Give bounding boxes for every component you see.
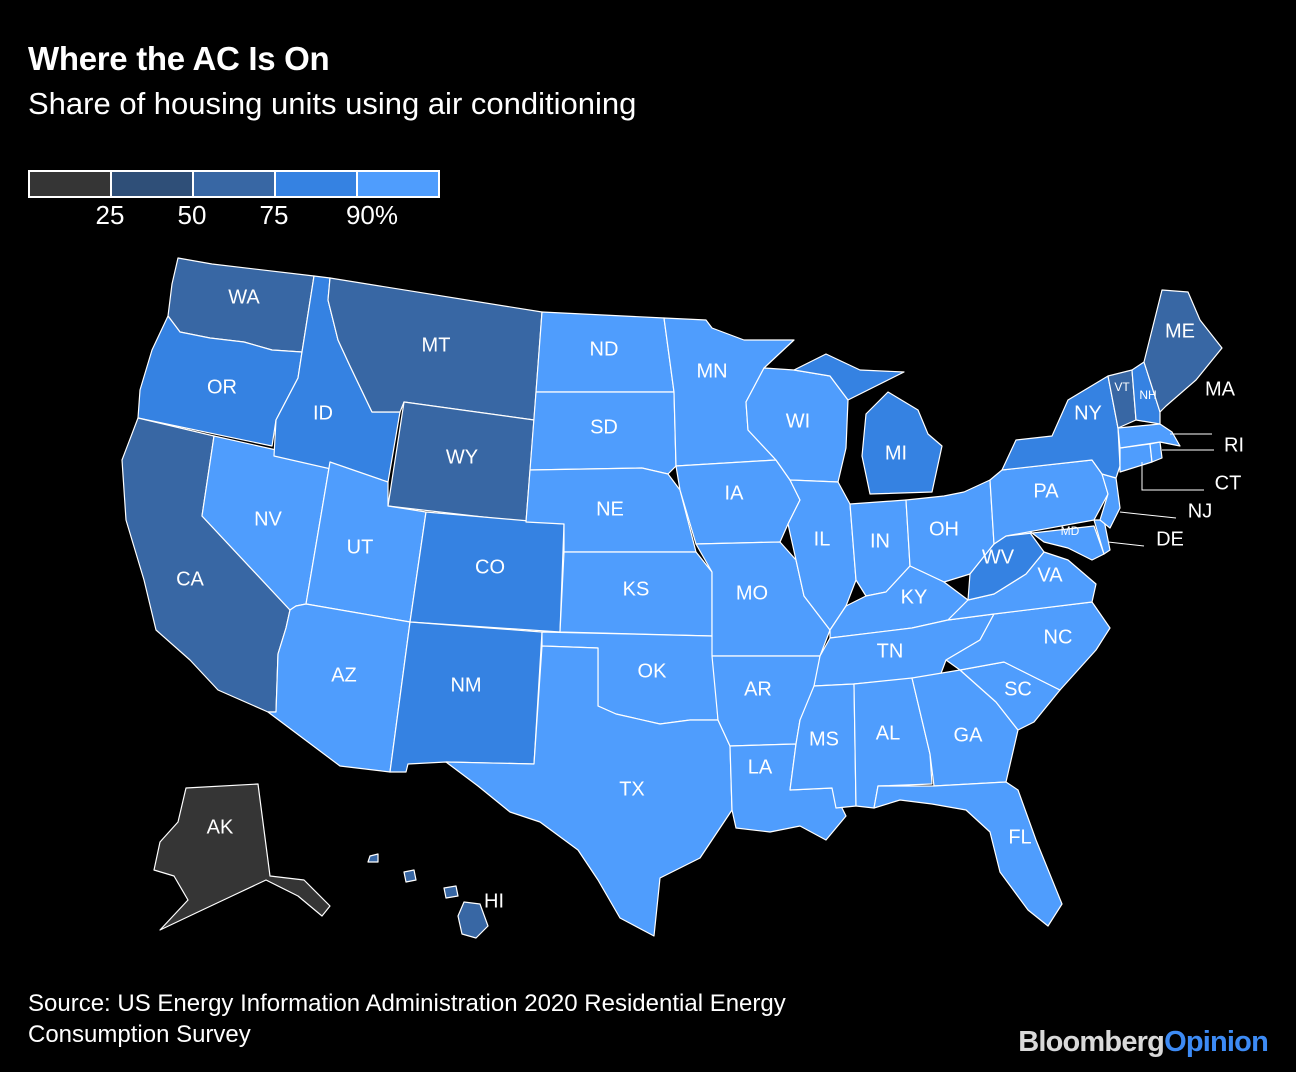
label-OR: OR — [207, 376, 237, 398]
legend-bar — [28, 170, 440, 198]
label-SC: SC — [1004, 678, 1032, 700]
label-NY: NY — [1074, 402, 1102, 424]
label-OH: OH — [929, 518, 959, 540]
state-ME[interactable] — [1143, 289, 1223, 413]
label-HI: HI — [484, 890, 504, 912]
legend-tick-90: 90% — [345, 200, 399, 230]
state-TX[interactable] — [445, 645, 733, 937]
state-NM[interactable] — [389, 621, 543, 773]
label-KS: KS — [623, 578, 650, 600]
label-WI: WI — [786, 410, 810, 432]
label-TN: TN — [877, 640, 904, 662]
label-AL: AL — [876, 722, 900, 744]
state-NY[interactable] — [1001, 375, 1121, 479]
label-WV: WV — [982, 546, 1015, 568]
state-HI[interactable] — [367, 853, 489, 939]
state-RI[interactable] — [1149, 441, 1163, 463]
state-CT[interactable] — [1119, 443, 1153, 473]
label-WY: WY — [446, 446, 478, 468]
label-CA: CA — [176, 568, 204, 590]
label-RI: RI — [1224, 434, 1244, 456]
legend-tick-50: 50 — [177, 200, 207, 230]
brand-part2: Opinion — [1164, 1026, 1269, 1058]
leader-lines — [1107, 433, 1214, 547]
state-AZ[interactable] — [267, 603, 411, 773]
legend-tick-25: 25 — [95, 200, 125, 230]
label-LA: LA — [748, 756, 773, 778]
label-SD: SD — [590, 416, 618, 438]
label-ME: ME — [1165, 320, 1195, 342]
state-FL[interactable] — [873, 781, 1063, 927]
color-legend: 25 50 75 90% — [28, 170, 440, 230]
legend-tick-75: 75 — [259, 200, 289, 230]
label-IL: IL — [814, 528, 831, 550]
label-OK: OK — [638, 660, 668, 682]
label-ND: ND — [590, 338, 619, 360]
label-FL: FL — [1008, 826, 1031, 848]
brand-logo: BloombergOpinion — [1018, 1026, 1269, 1059]
label-IN: IN — [870, 530, 890, 552]
label-GA: GA — [954, 724, 984, 746]
label-NC: NC — [1044, 626, 1073, 648]
legend-ticks: 25 50 75 90% — [28, 198, 440, 230]
chart-subtitle: Share of housing units using air conditi… — [28, 86, 637, 121]
label-MI: MI — [885, 442, 907, 464]
label-CO: CO — [475, 556, 505, 578]
label-IA: IA — [725, 482, 745, 504]
label-MO: MO — [736, 582, 768, 604]
label-MS: MS — [809, 728, 839, 750]
state-AK[interactable] — [153, 783, 331, 931]
label-NH: NH — [1139, 388, 1156, 402]
source-note: Source: US Energy Information Administra… — [28, 990, 786, 1048]
brand-part1: Bloomberg — [1018, 1026, 1165, 1058]
label-NJ: NJ — [1188, 500, 1212, 522]
label-WA: WA — [228, 286, 260, 308]
label-UT: UT — [347, 536, 374, 558]
label-AZ: AZ — [331, 664, 357, 686]
legend-bin-3 — [194, 172, 276, 196]
label-VT: VT — [1114, 380, 1130, 394]
legend-bin-4 — [276, 172, 358, 196]
label-AR: AR — [744, 678, 772, 700]
state-WI[interactable] — [745, 367, 849, 483]
label-KY: KY — [901, 586, 928, 608]
state-NH[interactable] — [1131, 361, 1161, 425]
legend-bin-2 — [112, 172, 194, 196]
label-MT: MT — [422, 334, 451, 356]
label-MN: MN — [696, 360, 727, 382]
label-MA: MA — [1205, 378, 1236, 400]
label-ID: ID — [313, 402, 333, 424]
label-DE: DE — [1156, 528, 1184, 550]
label-MD: MD — [1061, 524, 1080, 538]
state-MI[interactable] — [793, 353, 943, 495]
chart-title: Where the AC Is On — [28, 40, 330, 77]
label-CT: CT — [1215, 472, 1242, 494]
state-NC[interactable] — [945, 601, 1111, 691]
label-PA: PA — [1033, 480, 1059, 502]
label-VA: VA — [1037, 564, 1063, 586]
label-TX: TX — [619, 778, 645, 800]
legend-bin-1 — [30, 172, 112, 196]
legend-bin-5 — [358, 172, 438, 196]
label-NV: NV — [254, 508, 282, 530]
label-AK: AK — [207, 816, 234, 838]
label-NM: NM — [450, 674, 481, 696]
label-NE: NE — [596, 498, 624, 520]
state-labels: WA OR CA NV ID MT WY UT CO AZ NM ND SD N… — [176, 286, 1244, 912]
